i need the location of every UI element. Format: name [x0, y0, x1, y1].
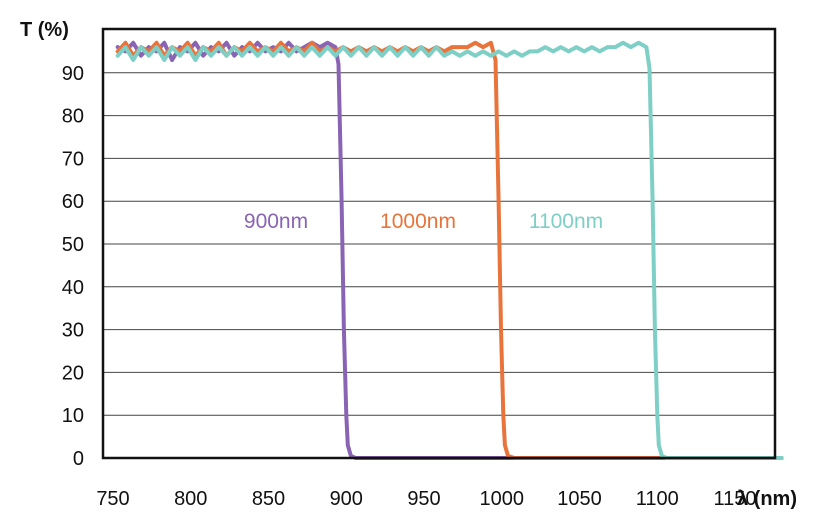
y-tick-label: 90: [62, 63, 84, 85]
y-tick-label: 40: [62, 277, 84, 299]
y-axis-title: T (%): [20, 19, 69, 41]
x-tick-label: 950: [407, 488, 440, 510]
grid: [103, 72, 775, 416]
series-label-1000nm: 1000nm: [380, 210, 456, 233]
x-tick-label: 900: [330, 488, 363, 510]
x-tick-label: 1150: [713, 488, 756, 510]
x-tick-label: 800: [174, 488, 207, 510]
x-tick-label: 1100: [636, 488, 679, 510]
series-label-900nm: 900nm: [244, 210, 308, 233]
series-line-1000nm: [115, 40, 784, 460]
x-tick-labels: 750 800 850 900 950 1000 1050 1100 1150: [96, 488, 756, 510]
y-tick-label: 50: [62, 234, 84, 256]
x-tick-label: 1050: [557, 488, 602, 510]
y-tick-label: 60: [62, 191, 84, 213]
x-axis-title: λ (nm): [737, 488, 797, 510]
y-tick-label: 80: [62, 106, 84, 128]
series-labels: 900nm 1000nm 1100nm: [244, 210, 603, 233]
y-tick-label: 0: [73, 448, 84, 470]
x-tick-label: 1000: [480, 488, 525, 510]
y-tick-label: 20: [62, 362, 84, 384]
series-lines: [115, 40, 784, 460]
series-label-1100nm: 1100nm: [529, 210, 603, 233]
plot-frame: [101, 27, 777, 460]
series-line-1100nm: [115, 40, 784, 460]
y-tick-labels: 0 10 20 30 40 50 60 70 80 90: [62, 63, 84, 470]
y-tick-label: 10: [62, 405, 84, 427]
x-tick-label: 750: [96, 488, 129, 510]
y-tick-label: 30: [62, 320, 84, 342]
y-tick-label: 70: [62, 148, 84, 170]
x-tick-label: 850: [252, 488, 285, 510]
series-line-900nm: [115, 40, 784, 460]
